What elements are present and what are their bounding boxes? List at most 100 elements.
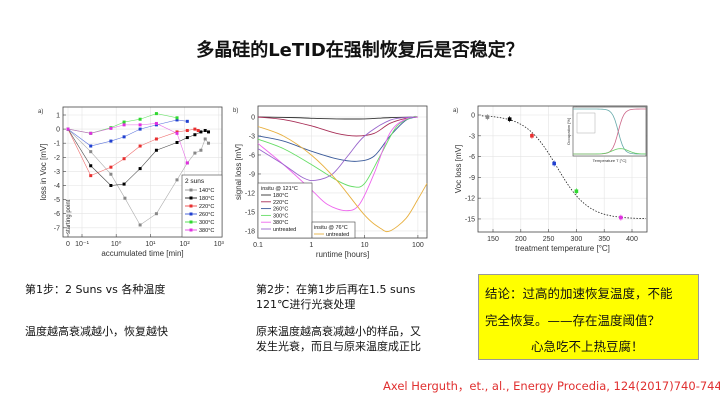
legend-label: 220°C [199, 204, 214, 210]
x-tick-label: 10 [361, 242, 369, 249]
data-point [122, 120, 126, 124]
slide-title: 多晶硅的LeTID在强制恢复后是否稳定？ [196, 40, 524, 61]
data-point [574, 189, 579, 194]
data-point [207, 141, 211, 145]
data-point [122, 157, 126, 161]
data-point [109, 126, 113, 130]
legend-label: 180°C [199, 196, 214, 202]
legend-marker [189, 228, 193, 232]
data-point [154, 112, 158, 116]
y-tick-label: 1 [56, 113, 60, 120]
legend-label: untreated [326, 232, 349, 238]
data-point [89, 150, 93, 154]
x-axis-label: runtime [hours] [316, 250, 369, 259]
y-tick-label: -12 [245, 190, 255, 197]
x-tick-label: 10⁰ [111, 240, 122, 248]
y-tick-label: -9 [249, 171, 255, 178]
data-point [485, 115, 490, 119]
data-point [619, 215, 623, 220]
plot-frame [62, 106, 223, 238]
data-point [530, 133, 534, 138]
y-tick-label: -18 [245, 228, 255, 235]
y-tick-label: -15 [465, 216, 475, 223]
conclusion-box: 结论：过高的加速恢复温度，不能 完全恢复。——存在温度阈值？ 心急吃不上热豆腐！ [478, 274, 699, 360]
data-point [122, 182, 126, 186]
y-tick-label: -6 [54, 211, 60, 218]
data-point [154, 121, 158, 125]
legend-title: 2 suns [185, 178, 205, 185]
y-tick-label: -3 [249, 133, 255, 140]
panel-label: a) [453, 108, 458, 114]
data-point [66, 127, 70, 131]
x-tick-label: 250 [543, 236, 555, 243]
y-axis-label: Voc loss [mV] [454, 145, 463, 193]
x-tick-label: 400 [626, 236, 638, 243]
y-tick-label: 0 [471, 113, 475, 120]
y-tick-label: -5 [54, 197, 60, 204]
y-tick-label: -12 [465, 196, 475, 203]
data-point [196, 129, 200, 133]
conclusion-line2: 完全恢复。——存在温度阈值？ [485, 313, 661, 328]
series-curve-untreated [257, 126, 428, 233]
data-point [122, 123, 126, 127]
y-tick-label: -4 [54, 183, 60, 190]
conclusion-line3: 心急吃不上热豆腐！ [531, 339, 644, 354]
data-point [552, 161, 556, 166]
data-point [109, 139, 113, 143]
data-point [199, 130, 203, 134]
inset-legend [576, 112, 596, 134]
panel-label: a) [38, 109, 43, 115]
step2-heading-line2: 121℃进行光衰处理 [256, 298, 356, 311]
legend-title: insitu @ 121°C [261, 186, 298, 192]
data-point [138, 127, 142, 131]
series-curve-300°C [257, 115, 418, 188]
y-tick-label: -3 [469, 133, 475, 140]
legend-label: 260°C [199, 212, 214, 218]
data-point [109, 165, 113, 169]
x-tick-label: 10¹ [145, 241, 156, 248]
y-tick-label: -2 [54, 155, 60, 162]
legend-marker [189, 204, 193, 208]
legend-label: 380°C [199, 228, 214, 234]
series-curve-380°C [257, 116, 418, 212]
y-tick-label: 0 [251, 115, 255, 122]
x-tick-label: 0 [66, 241, 70, 248]
x-tick-label: 1 [309, 242, 313, 249]
x-tick-label: 10² [180, 241, 191, 248]
data-point [185, 136, 189, 140]
legend-label: 140°C [199, 188, 214, 194]
data-point [203, 137, 207, 141]
legend-marker [189, 196, 193, 200]
data-point [199, 148, 203, 152]
data-point [89, 144, 93, 148]
legend-marker [189, 188, 193, 192]
data-point [507, 117, 512, 121]
data-point [193, 133, 197, 137]
starting-point-annotation: starting point [66, 199, 72, 234]
series-line-260°C [67, 119, 188, 147]
legend-label: 380°C [273, 220, 288, 226]
plot-frame [477, 105, 648, 233]
data-point [138, 167, 142, 171]
data-point [185, 129, 189, 133]
x-tick-label: 10⁻¹ [75, 241, 89, 248]
inset-curve-peak [573, 148, 647, 155]
legend-label: 220°C [273, 200, 288, 206]
data-point [175, 140, 179, 144]
inset-y-label: Occupation [%] [566, 118, 571, 145]
data-point [138, 117, 142, 121]
data-point [175, 116, 179, 120]
legend-marker [189, 212, 193, 216]
x-tick-label: 0.1 [253, 242, 263, 249]
data-point [193, 127, 197, 131]
data-point [185, 161, 189, 165]
data-point [89, 164, 93, 168]
series-line-140°C [67, 128, 209, 226]
step2-heading-line1: 第2步：在第1步后再在1.5 suns [256, 283, 416, 296]
y-tick-label: -6 [469, 154, 475, 161]
data-point [203, 129, 207, 133]
data-point [175, 178, 179, 182]
series-curve-180°C [257, 116, 418, 120]
legend-title: insitu @ 76°C [314, 225, 348, 231]
